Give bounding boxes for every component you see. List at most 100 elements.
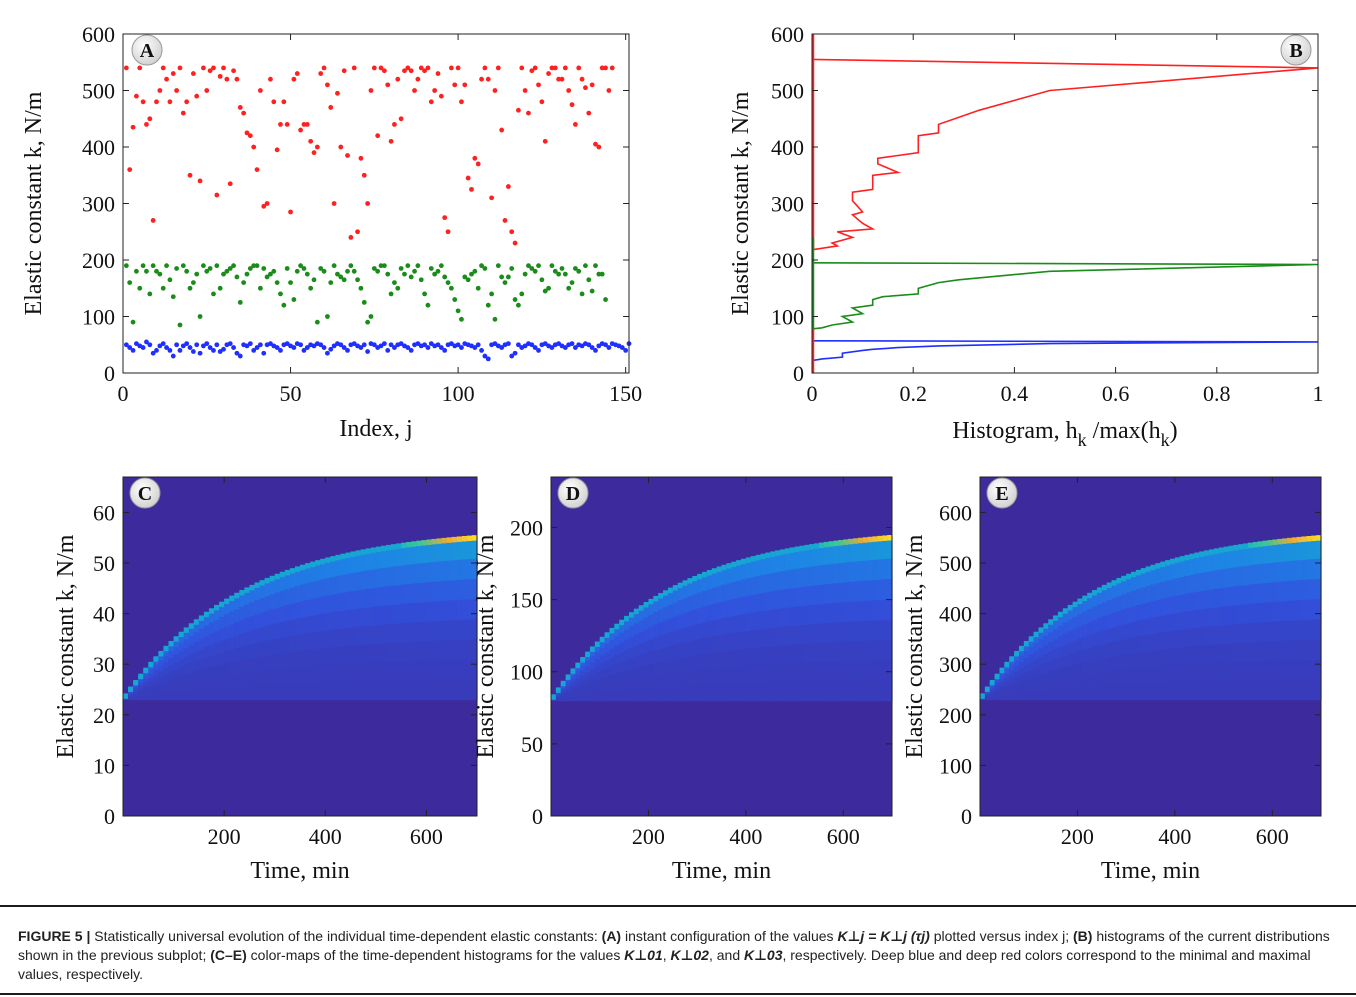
heatmap-cell <box>158 693 165 701</box>
heatmap-cell <box>1131 605 1137 623</box>
scatter-point-blue <box>257 342 263 348</box>
scatter-point-red <box>304 122 310 127</box>
scatter-point-green <box>224 268 230 274</box>
heatmap-cell <box>716 569 723 587</box>
heatmap-cell <box>471 659 478 681</box>
heatmap-cell <box>697 669 703 686</box>
heatmap-cell <box>848 601 854 622</box>
heatmap-cell <box>244 617 251 632</box>
heatmap-cell <box>726 565 732 584</box>
scatter-point-red <box>234 76 240 82</box>
heatmap-cell <box>658 687 664 702</box>
heatmap-cell <box>1291 619 1298 641</box>
heatmap-cell <box>1228 661 1234 682</box>
scatter-point-green <box>237 299 243 305</box>
heatmap-cell <box>828 583 835 604</box>
scatter-point-green <box>532 268 538 274</box>
heatmap-cell <box>1311 578 1317 600</box>
scatter-point-blue <box>623 348 629 353</box>
heatmap-cell <box>648 638 654 652</box>
x-tick-label: 0.6 <box>1102 381 1130 406</box>
heatmap-cell <box>1243 622 1249 643</box>
heatmap-front-cell <box>1165 560 1171 566</box>
scatter-point-blue <box>194 342 200 348</box>
heatmap-cell <box>711 619 718 637</box>
heatmap-front-cell <box>1053 615 1059 621</box>
heatmap-cell <box>375 586 382 607</box>
scatter-point-blue <box>207 345 213 350</box>
heatmap-cell <box>633 655 640 668</box>
scatter-point-red <box>512 240 518 246</box>
scatter-point-green <box>408 274 414 280</box>
heatmap-cell <box>560 694 567 697</box>
heatmap-front-cell <box>560 680 567 687</box>
scatter-point-red <box>526 110 531 116</box>
heatmap-cell <box>589 668 596 676</box>
heatmap-front-cell <box>760 553 766 560</box>
y-tick-label: 100 <box>939 753 972 778</box>
heatmap-cell <box>203 635 210 648</box>
heatmap-cell <box>789 550 796 570</box>
heatmap-front-cell <box>385 544 392 551</box>
heatmap-cell <box>264 640 271 656</box>
heatmap-cell <box>305 666 311 684</box>
heatmap-cell <box>628 657 635 670</box>
scatter-point-red <box>522 88 528 93</box>
scatter-point-red <box>519 65 525 71</box>
heatmap-cell <box>784 551 791 571</box>
heatmap-front-cell <box>843 539 849 545</box>
heatmap-cell <box>599 639 606 648</box>
heatmap-cell <box>1106 656 1113 672</box>
heatmap-cell <box>198 618 205 629</box>
scatter-point-green <box>412 268 417 274</box>
heatmap-cell <box>706 684 713 702</box>
scatter-point-green <box>549 263 555 269</box>
heatmap-cell <box>721 667 727 685</box>
plot-frame-e <box>979 476 1322 817</box>
heatmap-cell <box>1174 664 1181 683</box>
heatmap-cell <box>289 586 296 604</box>
heatmap-cell <box>1087 647 1093 662</box>
heatmap-cell <box>1296 599 1303 621</box>
scatter-point-red <box>244 130 250 136</box>
heatmap-cell <box>143 677 149 682</box>
heatmap-cell <box>1087 621 1093 636</box>
heatmap-cell <box>736 614 742 633</box>
heatmap-cell <box>441 679 448 701</box>
heatmap-cell <box>1301 599 1307 620</box>
heatmap-cell <box>745 577 752 596</box>
heatmap-cell <box>406 680 412 701</box>
heatmap-cell <box>1009 669 1015 675</box>
scatter-point-red <box>405 65 411 71</box>
heatmap-cell <box>658 595 664 610</box>
heatmap-cell <box>335 681 342 701</box>
heatmap-cell <box>765 646 771 665</box>
heatmap-cell <box>1092 632 1098 647</box>
y-tick-label: 600 <box>771 22 804 47</box>
heatmap-cell <box>421 542 428 564</box>
heatmap-cell <box>775 571 781 591</box>
heatmap-cell <box>1213 681 1220 701</box>
heatmap-cell <box>163 661 170 669</box>
y-tick-label: 600 <box>939 500 972 525</box>
heatmap-cell <box>838 601 844 623</box>
scatter-point-blue <box>184 341 190 347</box>
heatmap-front-cell <box>736 560 742 566</box>
x-tick-label: 0 <box>807 381 818 406</box>
heatmap-cell <box>274 668 281 685</box>
heatmap-cell <box>1087 634 1093 649</box>
heatmap-cell <box>560 685 567 689</box>
scatter-point-blue <box>536 348 541 353</box>
scatter-point-green <box>562 271 568 277</box>
heatmap-cell <box>163 686 170 694</box>
heatmap-cell <box>740 613 747 632</box>
x-tick-label: 200 <box>208 824 241 849</box>
heatmap-front-cell <box>838 539 844 546</box>
heatmap-cell <box>1106 599 1113 615</box>
heatmap-cell <box>279 652 286 669</box>
heatmap-cell <box>687 670 693 687</box>
heatmap-cell <box>360 607 367 627</box>
heatmap-cell <box>330 646 336 666</box>
heatmap-cell <box>1169 561 1176 580</box>
heatmap-cell <box>456 679 463 701</box>
